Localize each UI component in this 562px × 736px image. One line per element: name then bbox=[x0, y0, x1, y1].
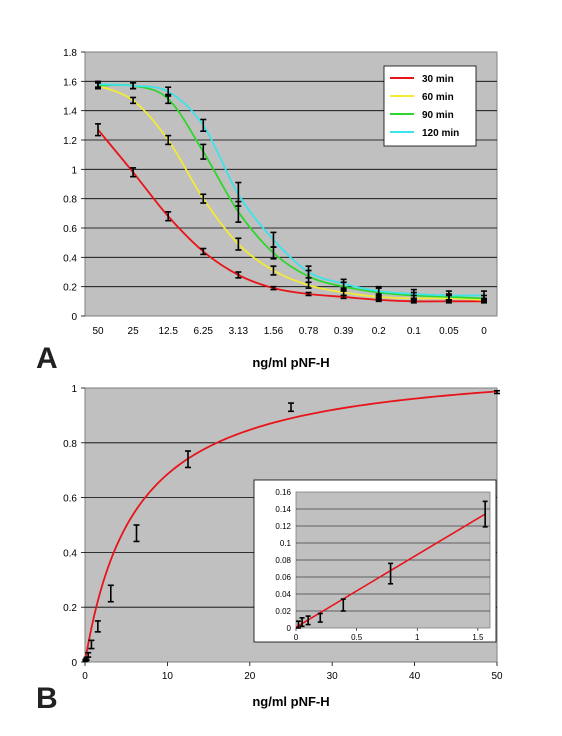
y-tick-labels-b: 0 0.2 0.4 0.6 0.8 1 bbox=[63, 384, 85, 669]
x-tick-label-a: 25 bbox=[128, 326, 140, 337]
y-tick-label-a: 0.8 bbox=[63, 195, 77, 206]
y-tick-label-a: 0.2 bbox=[63, 283, 77, 294]
x-tick-label-inset: 0 bbox=[294, 633, 299, 642]
y-tick-label-inset: 0.06 bbox=[275, 573, 291, 582]
x-tick-labels-b: 0 10 20 30 40 50 bbox=[82, 662, 503, 682]
x-tick-label-a: 0 bbox=[481, 326, 487, 337]
x-tick-label-a: 50 bbox=[92, 326, 104, 337]
y-tick-labels-a: 0 0.2 0.4 0.6 0.8 1 1.2 1.4 1.6 1.8 bbox=[63, 48, 85, 323]
series-group-a bbox=[95, 80, 487, 304]
y-tick-label-b: 0.2 bbox=[63, 603, 77, 614]
x-tick-label-a: 6.25 bbox=[194, 326, 214, 337]
legend-label: 60 min bbox=[422, 92, 454, 103]
series-line-120-min bbox=[97, 83, 485, 297]
chart-panel-a: 0 0.2 0.4 0.6 0.8 1 1.2 1.4 1.6 1.8 50 25 12.5 6.25 3… bbox=[36, 48, 498, 375]
legend-label: 30 min bbox=[422, 74, 454, 85]
chart-panel-b: 00.20.40.60.81 0 10 20 30 40 50 ng/ml pNF-H B… bbox=[36, 384, 503, 715]
y-tick-label-inset: 0.02 bbox=[275, 607, 291, 616]
y-tick-label-b: 0 bbox=[71, 658, 77, 669]
x-axis-label-b: ng/ml pNF-H bbox=[252, 694, 329, 709]
x-tick-label-inset: 1 bbox=[415, 633, 420, 642]
series-group-b bbox=[82, 389, 500, 663]
y-tick-label-inset: 0 bbox=[287, 624, 292, 633]
x-tick-label-b: 10 bbox=[162, 671, 174, 682]
y-tick-label-a: 0.4 bbox=[63, 253, 77, 264]
x-tick-label-b: 40 bbox=[409, 671, 421, 682]
series-line-b bbox=[84, 390, 498, 663]
y-tick-label-a: 1.6 bbox=[63, 77, 77, 88]
x-tick-label-a: 0.1 bbox=[407, 326, 421, 337]
series-group-inset bbox=[295, 500, 488, 629]
y-tick-label-inset: 0.16 bbox=[275, 488, 291, 497]
x-tick-label-a: 0.05 bbox=[439, 326, 459, 337]
x-tick-label-a: 1.56 bbox=[264, 326, 284, 337]
y-tick-label-inset: 0.04 bbox=[275, 590, 291, 599]
y-tick-label-b: 0.6 bbox=[63, 494, 77, 505]
legend-label: 90 min bbox=[422, 110, 454, 121]
y-tick-label-a: 1 bbox=[71, 165, 77, 176]
x-tick-label-b: 30 bbox=[327, 671, 339, 682]
y-tick-label-b: 0.8 bbox=[63, 439, 77, 450]
legend-label: 120 min bbox=[422, 128, 459, 139]
x-tick-labels-inset: 0 0.5 1 1.5 bbox=[294, 628, 484, 642]
x-axis-label-a: ng/ml pNF-H bbox=[252, 355, 329, 370]
y-tick-label-a: 0 bbox=[71, 312, 77, 323]
y-tick-label-a: 0.6 bbox=[63, 224, 77, 235]
legend-a: 30 min 60 min 90 min 120 min bbox=[383, 65, 477, 147]
y-tick-label-inset: 0.1 bbox=[280, 539, 292, 548]
inset-chart: 0 0.02 0.04 0.06 0.08 0.1 0.12 0.14 0.16 0 0.5 1 1.… bbox=[253, 479, 497, 643]
x-tick-label-a: 0.2 bbox=[372, 326, 386, 337]
x-tick-label-a: 0.39 bbox=[334, 326, 354, 337]
x-tick-label-a: 12.5 bbox=[158, 326, 178, 337]
y-tick-label-inset: 0.12 bbox=[275, 522, 291, 531]
panel-label-a: A bbox=[36, 342, 58, 375]
x-tick-label-a: 0.78 bbox=[299, 326, 319, 337]
x-tick-label-a: 3.13 bbox=[229, 326, 249, 337]
gridlines-inset bbox=[296, 508, 490, 612]
y-tick-labels-inset: 0 0.02 0.04 0.06 0.08 0.1 0.12 0.14 0.16 bbox=[275, 488, 291, 633]
y-tick-label-b: 1 bbox=[71, 384, 77, 395]
y-tick-label-a: 1.8 bbox=[63, 48, 77, 59]
x-tick-label-b: 50 bbox=[491, 671, 503, 682]
y-tick-label-inset: 0.08 bbox=[275, 556, 291, 565]
x-tick-label-b: 20 bbox=[244, 671, 256, 682]
y-tick-label-a: 1.2 bbox=[63, 136, 77, 147]
y-tick-label-inset: 0.14 bbox=[275, 505, 291, 514]
x-tick-label-inset: 0.5 bbox=[351, 633, 363, 642]
x-tick-label-b: 0 bbox=[82, 671, 88, 682]
panel-label-b: B bbox=[36, 682, 58, 715]
x-tick-labels-a: 50 25 12.5 6.25 3.13 1.56 0.78 0.39 0.2 0.1 0.05 0 bbox=[92, 326, 487, 337]
y-tick-label-a: 1.4 bbox=[63, 107, 77, 118]
y-tick-label-b: 0.4 bbox=[63, 548, 77, 559]
x-tick-label-inset: 1.5 bbox=[472, 633, 484, 642]
